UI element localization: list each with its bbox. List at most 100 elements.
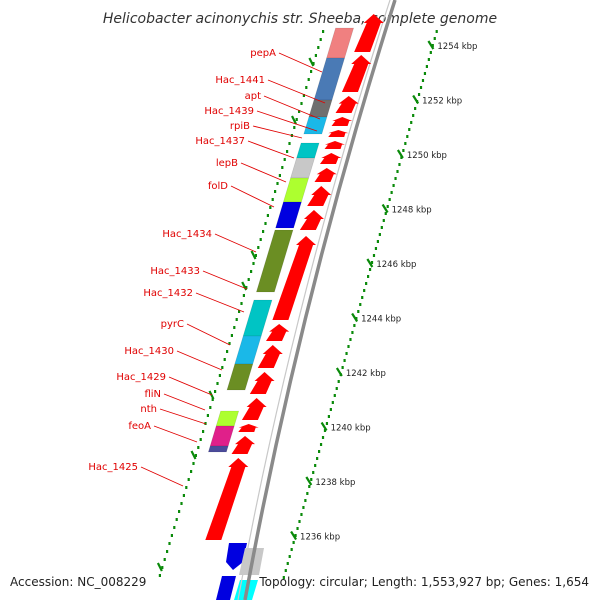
scale-label: 1240 kbp (331, 424, 371, 434)
cds-arrow (238, 424, 259, 432)
scale-dot (433, 37, 436, 40)
guide-dot (252, 262, 255, 265)
guide-dot (266, 214, 269, 217)
gene-label: nth (140, 404, 157, 415)
cds-arrow (307, 186, 332, 206)
scale-dot (333, 394, 336, 397)
cds-arrow (241, 398, 267, 420)
gene-label: folD (208, 181, 228, 192)
guide-dot (264, 222, 267, 225)
guide-dot (218, 374, 221, 377)
scale-tick (427, 40, 435, 50)
scale-dot (431, 44, 434, 47)
guide-dot (250, 270, 253, 273)
leader-line (163, 393, 206, 411)
gene-label: feoA (128, 421, 151, 432)
scale-dot (318, 450, 321, 453)
cds-arrow (205, 458, 249, 540)
scale-dot (331, 401, 334, 404)
scale-dot (296, 527, 299, 530)
scale-dot (365, 282, 368, 285)
guide-dot (274, 190, 277, 193)
guide-dot (197, 446, 200, 449)
guide-tick (190, 450, 197, 460)
guide-dot (192, 462, 195, 465)
scale-dot (298, 520, 301, 523)
scale-dot (386, 205, 389, 208)
guide-dot (257, 246, 260, 249)
guide-dot (259, 238, 262, 241)
scale-dot (284, 569, 287, 572)
scale-dot (427, 58, 430, 61)
scale-label: 1250 kbp (407, 151, 447, 161)
gene-label: Hac_1430 (124, 346, 174, 357)
guide-dot (283, 158, 286, 161)
guide-dot (298, 110, 301, 113)
guide-dot (238, 310, 241, 313)
cog-block (282, 177, 310, 203)
guide-dot (276, 182, 279, 185)
guide-dot (202, 430, 205, 433)
scale-tick (381, 203, 389, 214)
scale-tick (290, 530, 297, 541)
leader-line (240, 162, 287, 183)
cds-arrow (341, 55, 372, 92)
scale-tick (396, 149, 404, 159)
guide-tick (308, 57, 315, 67)
cds-arrow (324, 141, 345, 149)
cog-block (234, 335, 262, 365)
cog-color-track (207, 27, 355, 600)
scale-dot (376, 240, 379, 243)
guide-dot (271, 198, 274, 201)
scale-dot (302, 506, 305, 509)
scale-tick (412, 94, 420, 105)
guide-dot (254, 254, 257, 257)
scale-dot (351, 331, 354, 334)
guide-dot (269, 206, 272, 209)
backbone-line-outer (243, 0, 397, 600)
gene-label: apt (245, 91, 261, 102)
leader-line (278, 52, 323, 73)
scale-dot (325, 422, 329, 425)
scale-dot (306, 492, 309, 495)
cog-block (255, 229, 294, 293)
scale-dot (363, 289, 366, 292)
leader-line (267, 79, 326, 104)
gene-label: rpiB (230, 121, 250, 132)
cog-block (275, 201, 302, 229)
guide-dot (182, 494, 185, 497)
topology-label: Topology: circular; Length: 1,553,927 bp… (258, 575, 589, 589)
scale-label: 1238 kbp (315, 478, 355, 488)
gene-label: Hac_1437 (195, 136, 245, 147)
scale-dot (394, 177, 397, 180)
gene-label: Hac_1433 (150, 266, 200, 277)
scale-dot (406, 135, 409, 138)
scale-dot (294, 534, 297, 537)
guide-dot (178, 510, 181, 513)
scale-label: 1254 kbp (437, 42, 477, 52)
scale-dot (349, 338, 352, 341)
gene-label: pyrC (161, 319, 184, 330)
gene-label: Hac_1429 (116, 372, 166, 383)
scale-dot (404, 142, 407, 145)
cog-block (308, 99, 333, 118)
scale-dot (370, 261, 374, 264)
scale-dot (310, 478, 313, 481)
map-title: Helicobacter acinonychis str. Sheeba, co… (103, 11, 497, 27)
leader-line (230, 185, 275, 208)
scale-tick (335, 367, 343, 377)
scale-dot (435, 30, 438, 33)
scale-dot (357, 310, 360, 313)
scale-dot (341, 366, 344, 369)
scale-dot (290, 548, 293, 551)
guide-dot (187, 478, 190, 481)
guide-dot (247, 278, 250, 281)
cog-block (296, 142, 320, 159)
scale-dot (359, 303, 362, 306)
accession-label: Accession: NC_008229 (10, 575, 146, 589)
backbone-line-inner (237, 0, 391, 600)
scale-dot (382, 219, 385, 222)
cog-block (313, 57, 346, 101)
cds-arrow (299, 210, 324, 230)
